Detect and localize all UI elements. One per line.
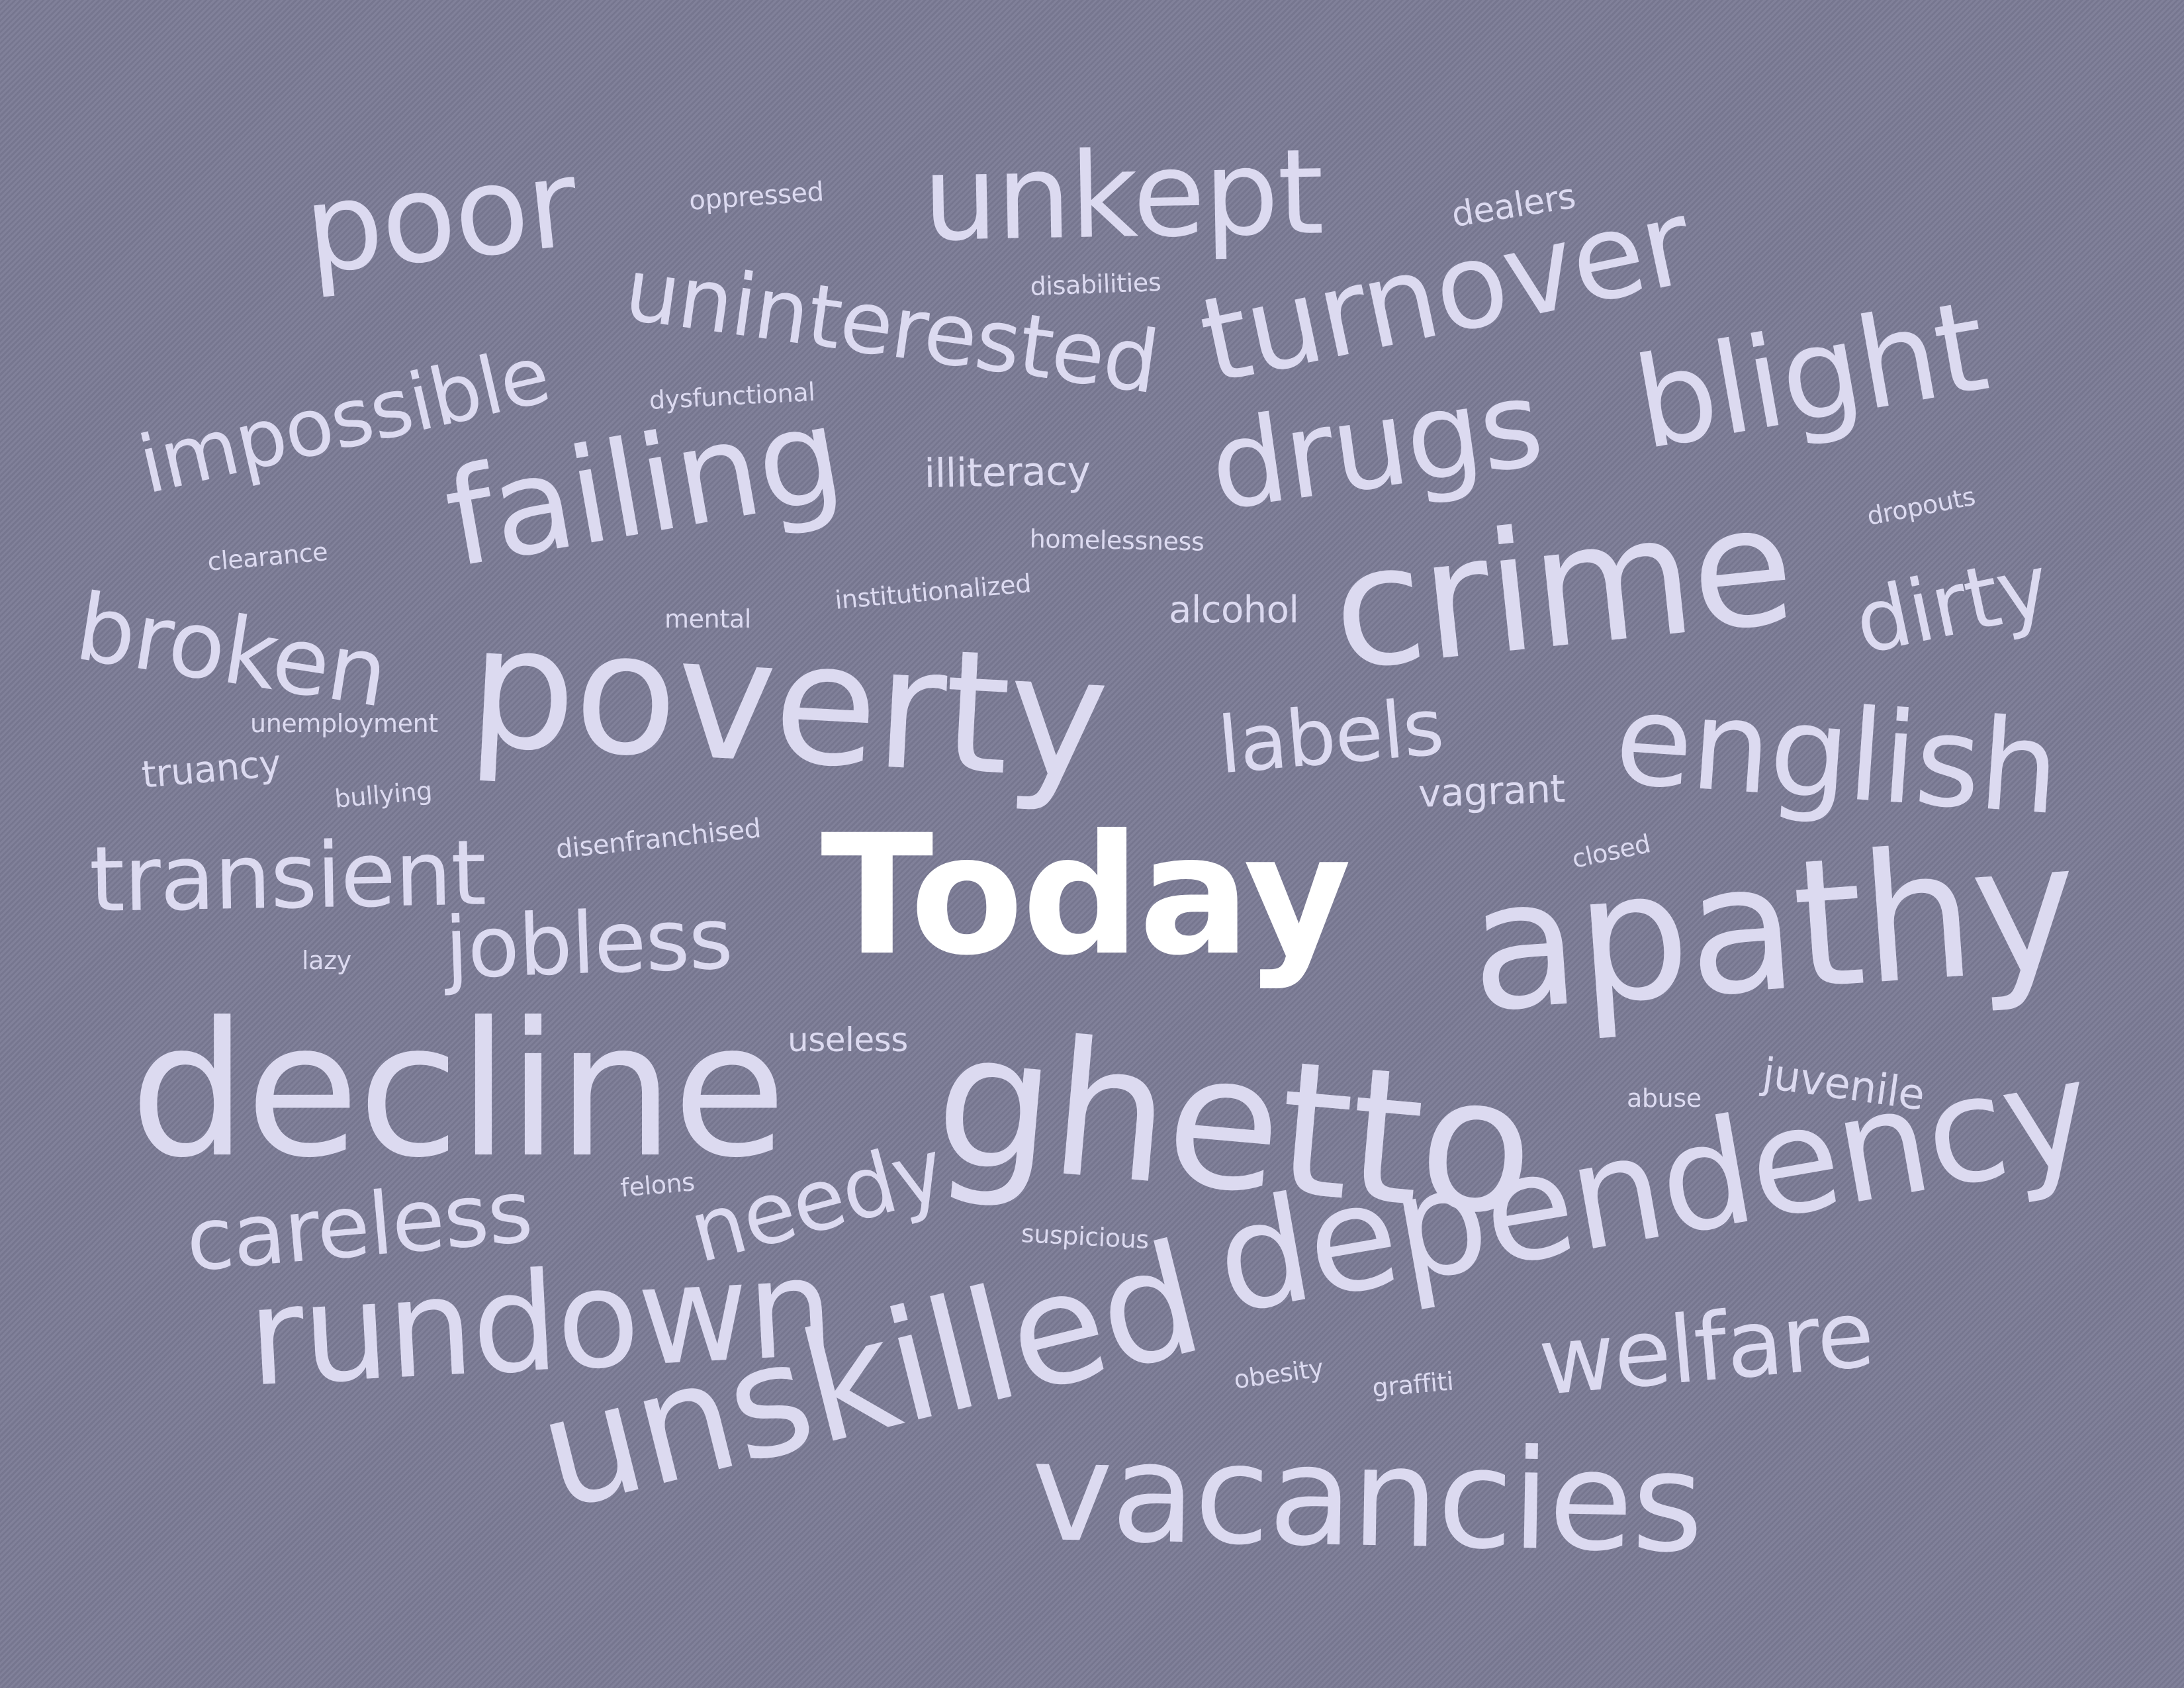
word-clearance: clearance [206,537,329,577]
word-apathy: apathy [1463,804,2083,1053]
word-crime: crime [1323,467,1801,708]
word-poor: poor [298,132,583,302]
word-jobless: jobless [443,889,734,998]
word-broken: broken [69,573,394,729]
word-welfare: welfare [1534,1280,1878,1417]
word-homelessness: homelessness [1029,524,1205,557]
word-transient: transient [88,821,486,933]
word-lazy: lazy [302,946,351,975]
word-poverty: poverty [464,588,1112,819]
word-dropouts: dropouts [1864,481,1978,532]
word-unkept: unkept [921,123,1324,267]
word-decline: decline [130,983,786,1199]
word-useless: useless [788,1021,908,1059]
word-vagrant: vagrant [1417,766,1566,816]
word-vacancies: vacancies [1030,1412,1704,1584]
word-today: Today [821,799,1351,992]
word-institutionalized: institutionalized [833,569,1032,615]
word-abuse: abuse [1627,1084,1702,1113]
word-disenfranchised: disenfranchised [554,813,762,865]
word-dirty: dirty [1846,535,2058,674]
word-graffiti: graffiti [1371,1366,1455,1403]
word-mental: mental [664,604,751,633]
word-illiteracy: illiteracy [923,447,1091,497]
word-unemployment: unemployment [250,709,438,738]
word-bullying: bullying [333,776,433,814]
word-labels: labels [1214,680,1447,792]
word-oppressed: oppressed [688,176,825,216]
word-obesity: obesity [1232,1353,1326,1395]
word-truancy: truancy [140,741,283,797]
word-alcohol: alcohol [1169,588,1299,632]
word-disabilities: disabilities [1029,267,1161,301]
